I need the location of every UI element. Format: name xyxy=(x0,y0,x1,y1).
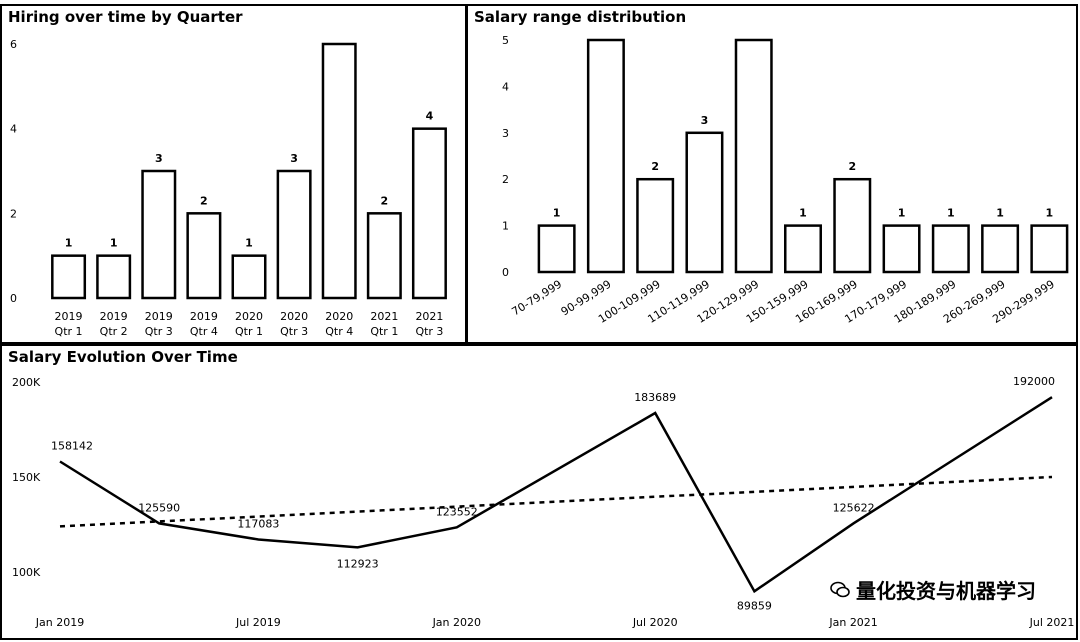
series-line xyxy=(59,396,1053,594)
bar-1 xyxy=(586,38,625,274)
data-label-3: 112923 xyxy=(337,557,379,570)
x-tick-label-6-line1: 2020 xyxy=(325,310,353,323)
y-tick-label-4: 4 xyxy=(502,80,509,93)
bar-9 xyxy=(981,224,1020,274)
hiring-chart: 0 2 4 6 1 2019 Qtr 1 1 2019 Qtr 2 3 2019 Qtr 3 2 2019 Q… xyxy=(10,38,447,338)
bar-3 xyxy=(685,131,724,274)
bar-7 xyxy=(366,212,402,300)
y-tick-label-2: 2 xyxy=(502,173,509,186)
salary-range-title: Salary range distribution xyxy=(474,8,687,26)
x-tick-label-7-line1: 2021 xyxy=(370,310,398,323)
x-tick-label-5-line2: Qtr 3 xyxy=(280,325,308,338)
wechat-icon xyxy=(830,581,850,597)
watermark-text: 量化投资与机器学习 xyxy=(856,579,1036,603)
data-label-2: 2 xyxy=(651,160,659,173)
x-tick-label-3-line1: 2019 xyxy=(190,310,218,323)
data-label-4: 123552 xyxy=(436,505,478,518)
bar-7 xyxy=(882,224,921,274)
x-tick-label-8-line1: 2021 xyxy=(415,310,443,323)
data-label-8: 192000 xyxy=(1013,375,1055,388)
y-tick-label-1: 150K xyxy=(12,471,41,484)
data-label-0: 158142 xyxy=(51,440,93,453)
bar-0 xyxy=(537,224,576,274)
data-label-7: 125622 xyxy=(833,501,875,514)
x-tick-label-5: Jul 2021 xyxy=(1029,616,1075,629)
y-tick-label-5: 5 xyxy=(502,34,509,47)
x-tick-label-1-line2: Qtr 2 xyxy=(100,325,128,338)
y-tick-label-3: 6 xyxy=(10,38,17,51)
data-label-5: 183689 xyxy=(634,391,676,404)
bar-3 xyxy=(186,212,222,300)
y-tick-label-2: 200K xyxy=(12,376,41,389)
bar-2 xyxy=(141,169,177,300)
data-label-0: 1 xyxy=(65,237,73,250)
data-label-8: 1 xyxy=(947,207,955,220)
data-label-5: 3 xyxy=(290,152,298,165)
data-label-1: 125590 xyxy=(138,501,180,514)
hiring-chart-panel: Hiring over time by Quarter 0 2 4 6 1 2019 Qtr… xyxy=(0,4,467,344)
x-tick-label-4: Jan 2021 xyxy=(828,616,877,629)
data-label-7: 1 xyxy=(898,207,906,220)
bar-8 xyxy=(411,127,447,300)
salary-evolution-chart: 100K 150K 200K Jan 2019 Jul 2019 Jan 2020 Jul … xyxy=(12,375,1075,629)
x-tick-label-4-line1: 2020 xyxy=(235,310,263,323)
data-label-4: 1 xyxy=(245,237,253,250)
trend-line xyxy=(59,475,1053,528)
data-label-6: 89859 xyxy=(737,599,772,612)
x-tick-label-3: Jul 2020 xyxy=(632,616,678,629)
x-tick-label-2: Jan 2020 xyxy=(432,616,481,629)
y-tick-label-0: 100K xyxy=(12,566,41,579)
y-tick-label-0: 0 xyxy=(10,292,17,305)
x-tick-label-3-line2: Qtr 4 xyxy=(190,325,218,338)
bar-6 xyxy=(321,42,357,300)
y-tick-label-2: 4 xyxy=(10,123,17,136)
data-label-9: 1 xyxy=(996,207,1004,220)
salary-range-panel: Salary range distribution 0 1 2 3 4 5 1 70-79,9… xyxy=(466,4,1078,344)
data-label-0: 1 xyxy=(553,207,561,220)
x-tick-label-6-line2: Qtr 4 xyxy=(325,325,353,338)
data-label-6: 2 xyxy=(848,160,856,173)
x-tick-label-7-line2: Qtr 1 xyxy=(370,325,398,338)
y-tick-label-1: 1 xyxy=(502,220,509,233)
x-tick-label-2-line2: Qtr 3 xyxy=(145,325,173,338)
bar-4 xyxy=(734,38,773,274)
y-tick-label-0: 0 xyxy=(502,266,509,279)
x-tick-label-4-line2: Qtr 1 xyxy=(235,325,263,338)
x-tick-label-0-line1: 2019 xyxy=(55,310,83,323)
x-tick-label-1-line1: 2019 xyxy=(100,310,128,323)
bar-6 xyxy=(833,177,872,274)
bar-1 xyxy=(96,254,132,300)
bar-4 xyxy=(231,254,267,300)
bar-10 xyxy=(1030,224,1069,274)
data-label-7: 2 xyxy=(381,194,389,207)
x-tick-label-2-line1: 2019 xyxy=(145,310,173,323)
bar-8 xyxy=(931,224,970,274)
data-label-5: 1 xyxy=(799,207,807,220)
x-tick-label-8-line2: Qtr 3 xyxy=(415,325,443,338)
x-tick-label-5-line1: 2020 xyxy=(280,310,308,323)
bar-2 xyxy=(636,177,675,274)
watermark: 量化投资与机器学习 xyxy=(830,575,1036,604)
data-label-10: 1 xyxy=(1046,207,1054,220)
x-tick-label-1: Jul 2019 xyxy=(235,616,281,629)
bar-5 xyxy=(784,224,822,274)
data-label-8: 4 xyxy=(426,110,434,123)
data-label-3: 3 xyxy=(701,114,709,127)
hiring-chart-title: Hiring over time by Quarter xyxy=(8,8,243,26)
x-tick-label-0-line2: Qtr 1 xyxy=(55,325,83,338)
y-tick-label-1: 2 xyxy=(10,207,17,220)
y-tick-label-3: 3 xyxy=(502,127,509,140)
data-label-3: 2 xyxy=(200,194,208,207)
data-label-1: 1 xyxy=(110,237,118,250)
bar-5 xyxy=(276,169,312,300)
salary-evolution-title: Salary Evolution Over Time xyxy=(8,348,238,366)
data-label-2: 117083 xyxy=(237,518,279,531)
salary-evolution-panel: Salary Evolution Over Time 100K 150K 200K J… xyxy=(0,344,1078,640)
x-tick-label-0: Jan 2019 xyxy=(35,616,84,629)
data-label-2: 3 xyxy=(155,152,163,165)
salary-range-chart: 012345170-79,99990-99,9992100-109,999311… xyxy=(502,34,1069,326)
bar-0 xyxy=(51,254,87,300)
x-tick-label-0: 70-79,999 xyxy=(509,278,564,319)
